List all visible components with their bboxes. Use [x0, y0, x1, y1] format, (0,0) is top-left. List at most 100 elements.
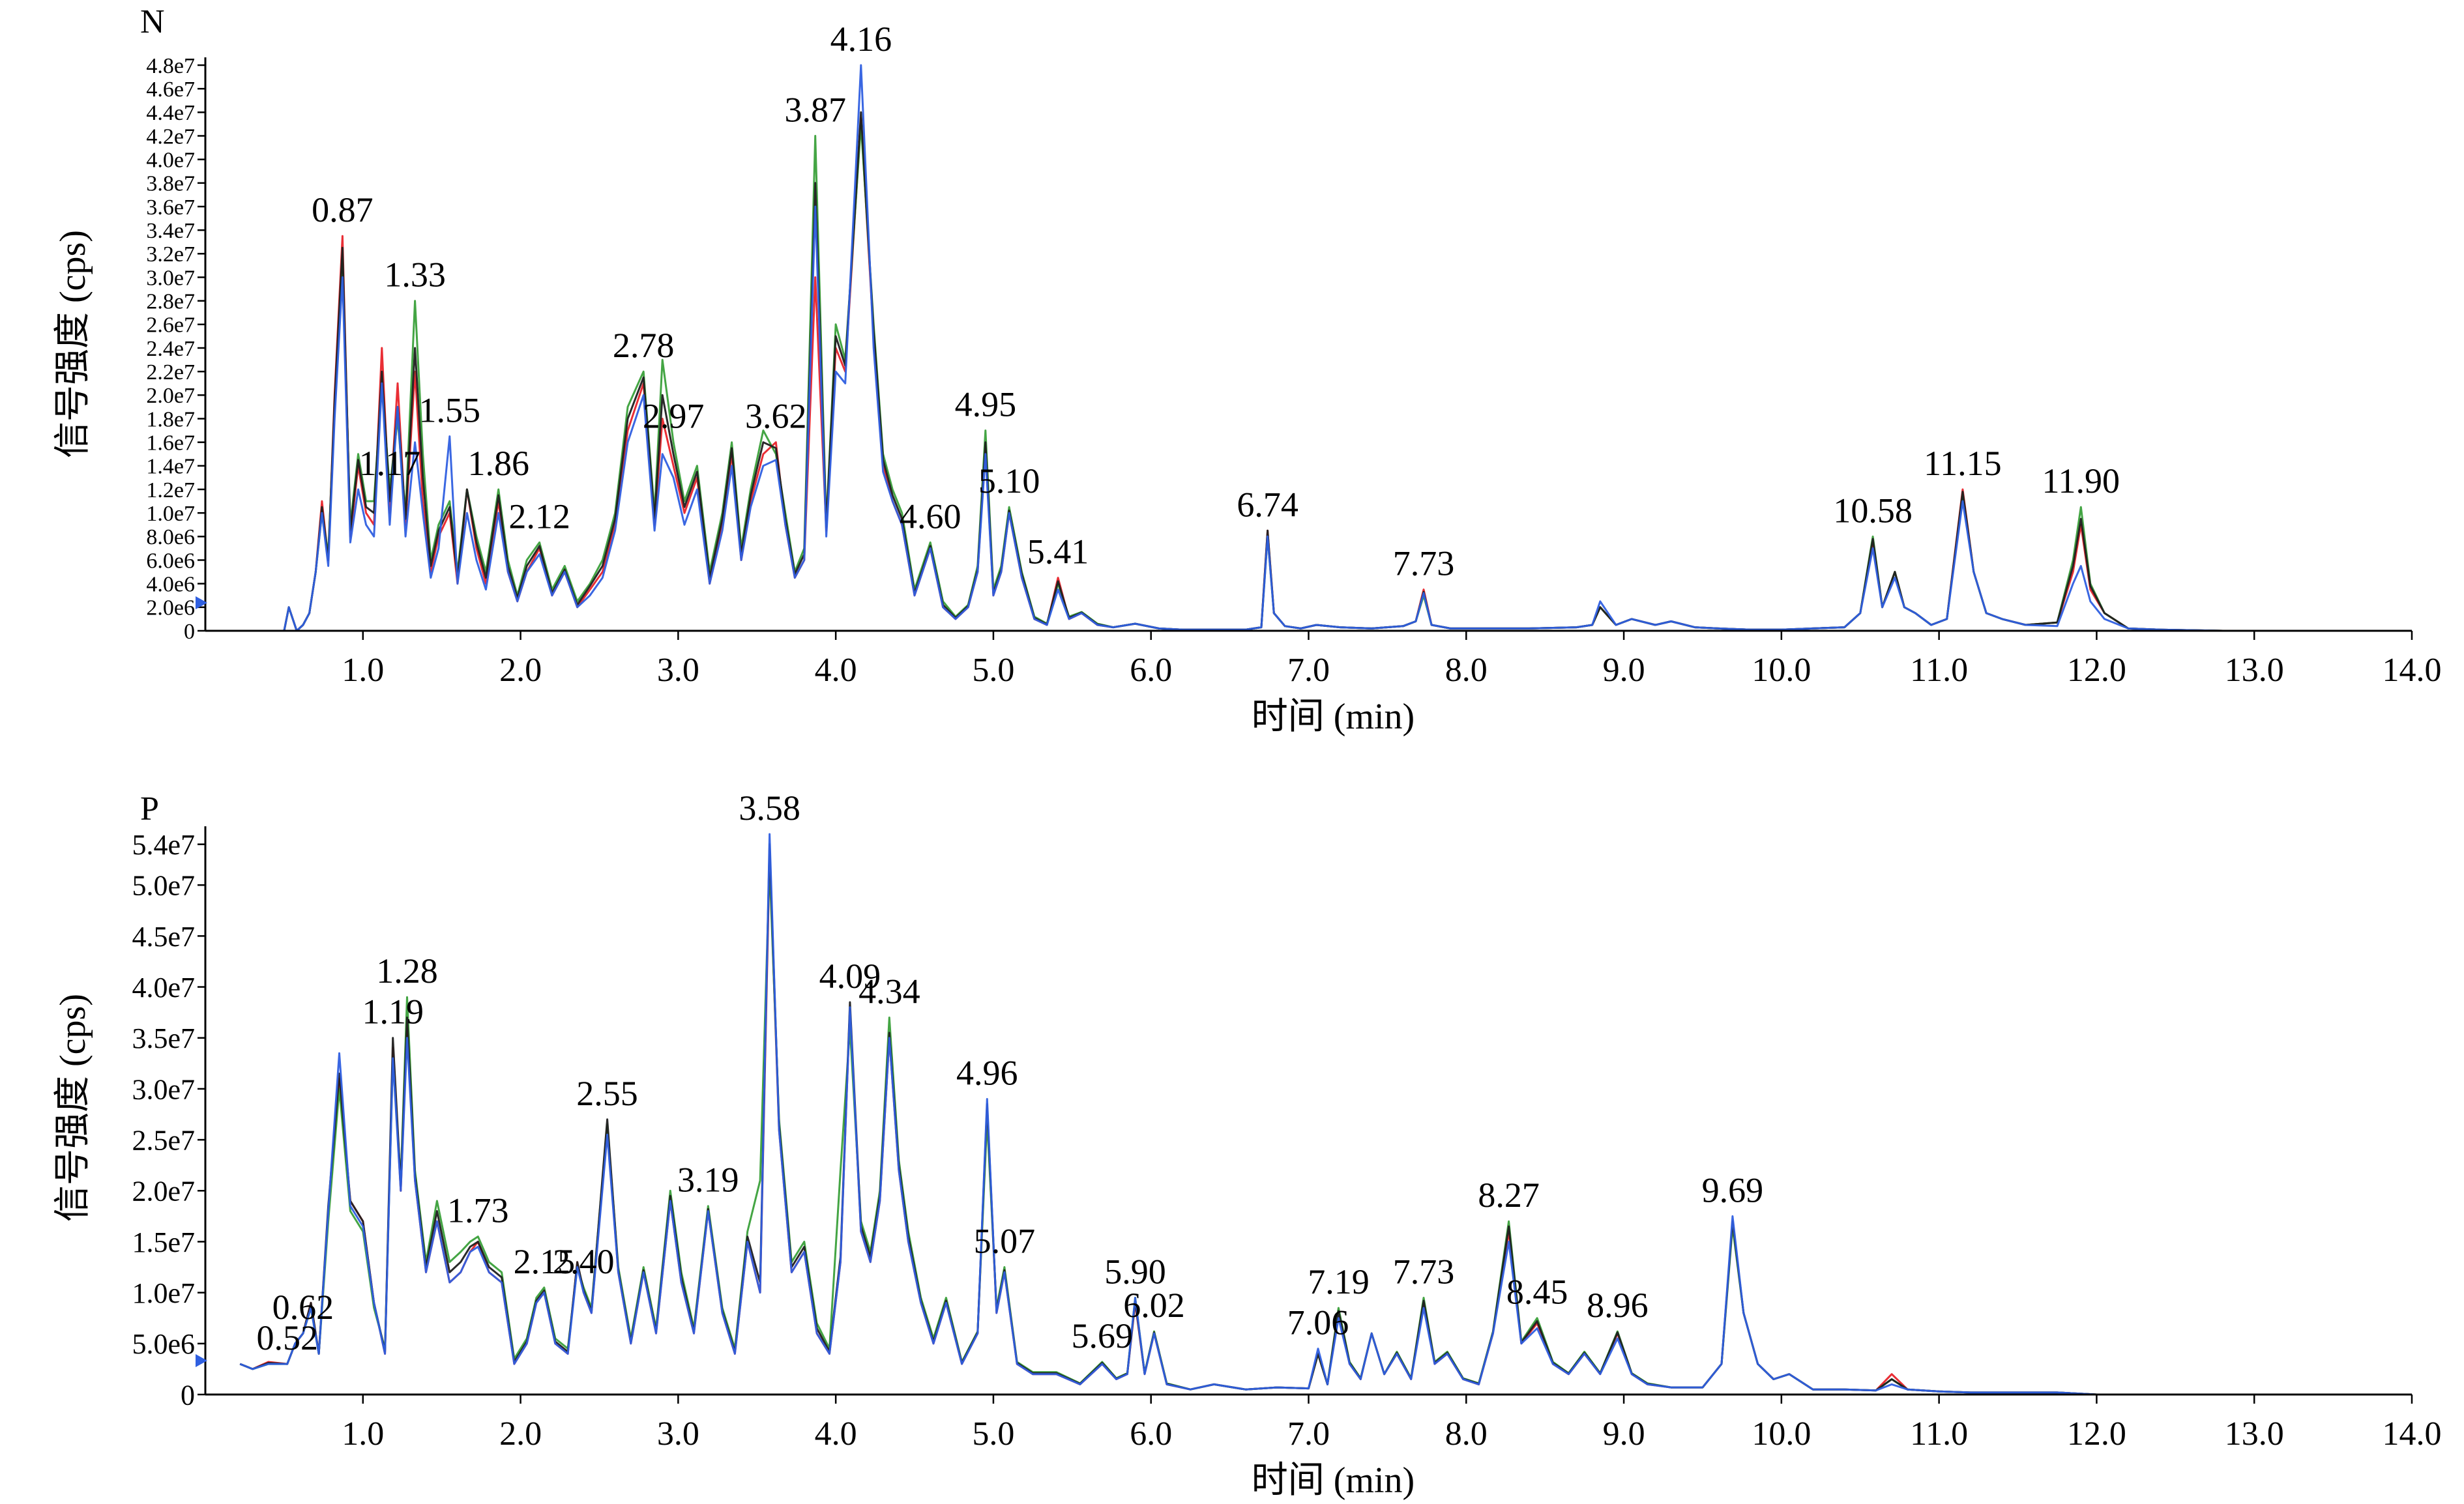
peak-label: 1.55	[419, 391, 481, 430]
peak-label: 5.07	[974, 1222, 1036, 1261]
peak-label: 2.55	[576, 1074, 638, 1113]
x-tick-label: 12.0	[2067, 652, 2126, 689]
panel-label-p: P	[140, 790, 159, 828]
x-tick-label: 14.0	[2383, 652, 2442, 689]
x-tick-label: 8.0	[1445, 1415, 1488, 1453]
peak-label: 5.69	[1072, 1316, 1134, 1355]
y-tick-label: 2.4e7	[146, 337, 195, 361]
peak-label: 0.62	[272, 1288, 334, 1327]
y-tick-label: 4.0e7	[132, 972, 195, 1004]
peak-label: 10.58	[1833, 491, 1913, 530]
peak-label: 2.12	[508, 497, 570, 536]
peak-label: 11.90	[2042, 461, 2120, 500]
peak-label: 8.96	[1587, 1286, 1649, 1325]
peak-label: 1.19	[362, 992, 424, 1032]
peak-labels: 0.87 1.17 1.33 1.55 1.86 2.12 2.78 2.97 3.62 3.87…	[312, 20, 2120, 583]
y-tick-label: 1.5e7	[132, 1226, 195, 1258]
x-tick-label: 12.0	[2067, 1415, 2126, 1453]
peak-label: 8.45	[1506, 1273, 1568, 1312]
y-tick-label: 2.0e7	[132, 1176, 195, 1208]
x-tick-label: 11.0	[1910, 1415, 1968, 1453]
peak-label: 0.87	[312, 190, 374, 229]
peak-label: 0.52	[256, 1318, 318, 1357]
x-tick-label: 2.0	[499, 1415, 542, 1453]
peak-label: 1.33	[384, 255, 446, 295]
peak-label: 5.90	[1104, 1252, 1166, 1291]
y-tick-label: 2.8e7	[146, 290, 195, 314]
peak-label: 3.87	[784, 91, 846, 130]
peak-label: 3.19	[677, 1161, 739, 1200]
peak-label: 4.60	[900, 497, 961, 536]
series-line-4	[239, 833, 2334, 1396]
series-layer	[239, 833, 2334, 1396]
y-tick-label: 6.0e6	[146, 549, 195, 573]
y-tick-label: 4.6e7	[146, 78, 195, 102]
x-tick-label: 3.0	[657, 652, 699, 689]
peak-label: 9.69	[1702, 1170, 1764, 1209]
panel-label-n: N	[140, 3, 165, 40]
peak-label: 8.27	[1478, 1176, 1540, 1215]
y-tick-label: 4.8e7	[146, 54, 195, 78]
peak-label: 4.34	[858, 972, 920, 1011]
peak-label: 7.19	[1308, 1262, 1370, 1301]
peak-label: 1.73	[447, 1191, 509, 1230]
x-tick-label: 7.0	[1287, 1415, 1330, 1453]
series-line-3	[239, 843, 2334, 1396]
peak-label: 6.02	[1123, 1286, 1185, 1325]
peak-label: 7.73	[1393, 544, 1455, 583]
x-tick-label: 14.0	[2383, 1415, 2442, 1453]
x-tick-label: 10.0	[1752, 652, 1811, 689]
y-tick-label: 4.0e6	[146, 573, 195, 597]
x-tick-label: 13.0	[2225, 652, 2284, 689]
peak-label: 4.16	[830, 20, 892, 59]
peak-label: 2.78	[613, 326, 675, 365]
y-tick-label: 3.5e7	[132, 1022, 195, 1054]
y-tick-label: 0	[181, 1379, 195, 1411]
y-tick-label: 8.0e6	[146, 525, 195, 549]
y-tick-label: 3.6e7	[146, 195, 195, 220]
series-line-2	[283, 123, 2412, 632]
peak-label: 2.97	[643, 397, 705, 436]
y-tick-label: 2.0e7	[146, 384, 195, 408]
x-tick-label: 3.0	[657, 1415, 699, 1453]
series-layer	[283, 64, 2412, 632]
x-tick-label: 1.0	[342, 1415, 384, 1453]
y-tick-label: 4.0e7	[146, 149, 195, 173]
x-tick-label: 5.0	[972, 652, 1014, 689]
x-tick-label: 4.0	[815, 652, 857, 689]
y-axis-title: 信号强度 (cps)	[53, 994, 93, 1222]
peak-label: 4.96	[956, 1054, 1018, 1093]
y-tick-label: 2.0e6	[146, 596, 195, 620]
peak-label: 2.15	[514, 1242, 576, 1281]
y-tick-label: 4.5e7	[132, 921, 195, 953]
y-tick-label: 5.0e6	[132, 1328, 195, 1360]
y-tick-label: 4.4e7	[146, 101, 195, 125]
y-tick-label: 1.0e7	[146, 502, 195, 526]
y-tick-label: 1.2e7	[146, 478, 195, 502]
panel-n: N 02.0e64.0e66.0e68.0e61.0e71.2e71.4e71.…	[53, 3, 2442, 737]
y-tick-label: 5.4e7	[132, 829, 195, 861]
x-tick-label: 5.0	[972, 1415, 1014, 1453]
x-tick-label: 2.0	[499, 652, 542, 689]
x-tick-label: 13.0	[2225, 1415, 2284, 1453]
peak-label: 2.40	[553, 1242, 615, 1281]
y-tick-label: 1.0e7	[132, 1277, 195, 1309]
peak-label: 5.10	[978, 461, 1040, 500]
x-axis-title: 时间 (min)	[1252, 697, 1415, 737]
x-tick-label: 11.0	[1910, 652, 1968, 689]
y-axis-marker-icon	[196, 1354, 207, 1367]
series-line-3	[283, 111, 2412, 632]
peak-label: 1.17	[359, 444, 421, 483]
x-tick-label: 10.0	[1752, 1415, 1811, 1453]
y-tick-label: 4.2e7	[146, 124, 195, 149]
x-tick-label: 6.0	[1130, 652, 1172, 689]
peak-label: 11.15	[1924, 444, 2002, 483]
peak-label: 7.06	[1287, 1303, 1349, 1342]
y-tick-label: 3.0e7	[132, 1073, 195, 1105]
series-line-4	[283, 64, 2412, 632]
x-tick-label: 7.0	[1287, 652, 1330, 689]
panel-p: P 0 5.0e6 1.0e7 1.5e7 2.0e7 2.5e7 3.0e7 3.5e7 4.…	[53, 788, 2442, 1501]
y-tick-label: 3.0e7	[146, 266, 195, 290]
peak-label: 3.62	[745, 397, 807, 436]
